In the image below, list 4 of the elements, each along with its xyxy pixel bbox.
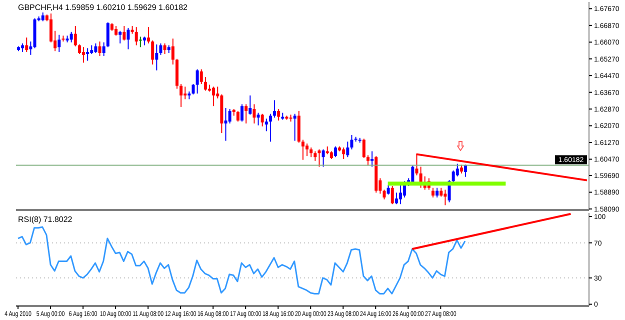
chart-title: RSI(8) 71.8022 xyxy=(18,215,72,224)
line-series xyxy=(17,226,466,294)
chart-title: GBPCHF,H4 1.59859 1.60210 1.59629 1.60182 xyxy=(18,3,188,12)
candlestick xyxy=(354,136,358,142)
